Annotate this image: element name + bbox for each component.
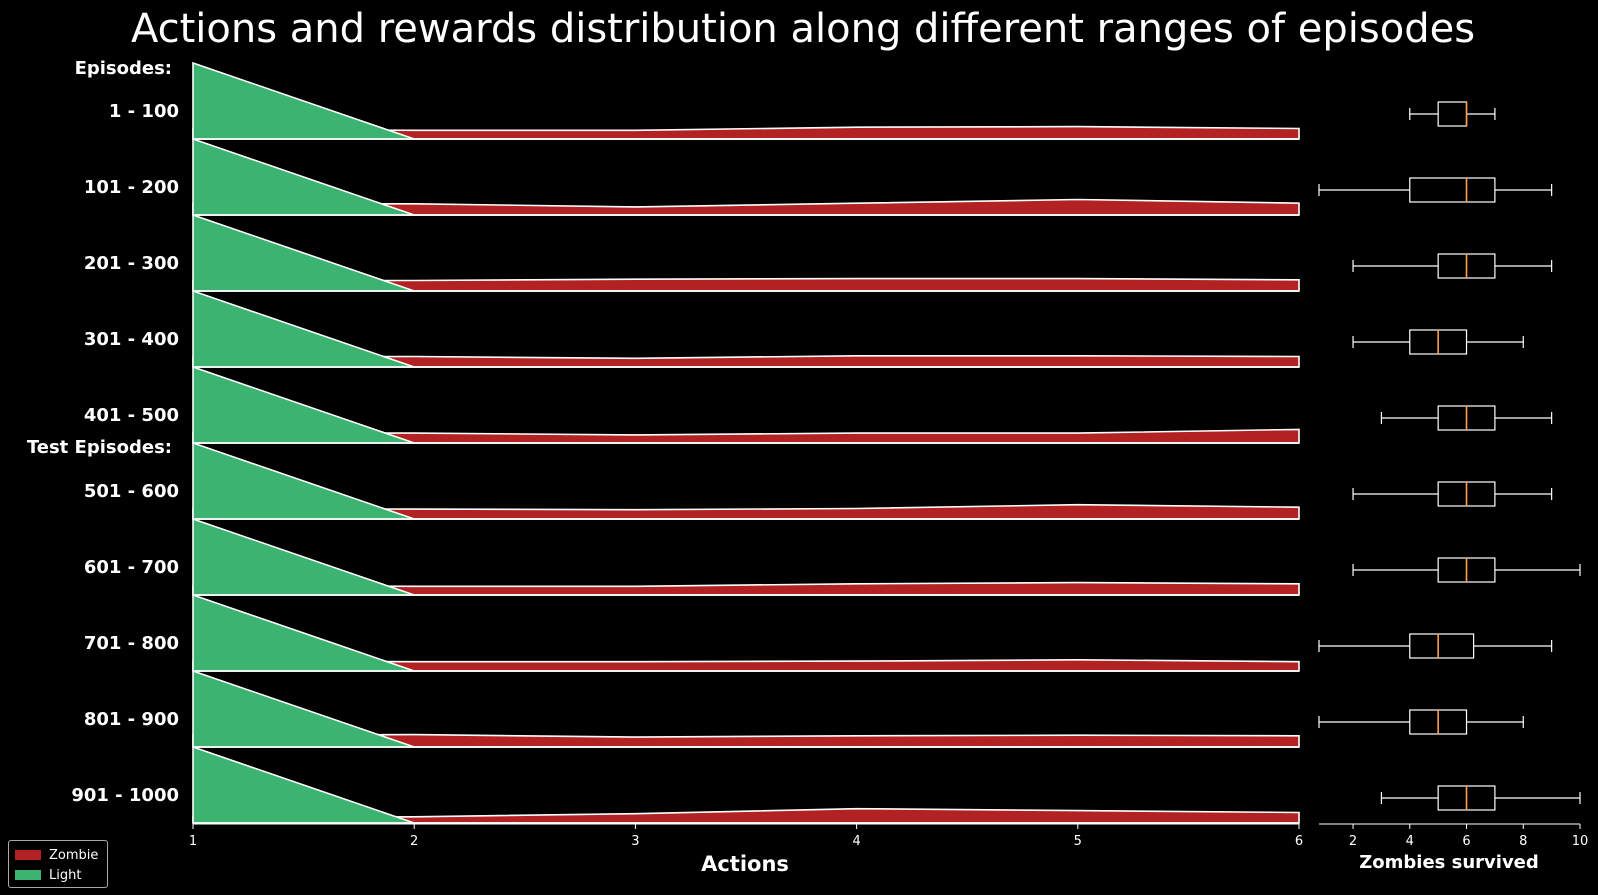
boxplot-tick-label: 10	[1572, 834, 1589, 849]
ridge-row: 401 - 500	[84, 365, 1300, 444]
box-iqr	[1437, 101, 1468, 127]
row-label: 601 - 700	[84, 557, 179, 578]
row-label: 401 - 500	[84, 405, 179, 426]
row-label: 701 - 800	[84, 633, 179, 654]
ridge-rows: 1 - 100 101 - 200 201 - 300 301 - 400 401 - …	[71, 61, 1300, 824]
boxplot-item	[1380, 785, 1581, 811]
ridge-row: 101 - 200	[84, 137, 1300, 216]
section-label-test-episodes: Test Episodes:	[27, 437, 172, 458]
boxplot-tick-label: 2	[1349, 834, 1357, 849]
ridge-row: 601 - 700	[84, 517, 1300, 596]
x-tick-label: 6	[1295, 834, 1303, 849]
row-label: 901 - 1000	[71, 785, 179, 806]
ridge-row: 901 - 1000	[71, 745, 1300, 824]
legend-item-zombie: Zombie	[15, 845, 101, 865]
x-tick-label: 1	[189, 834, 197, 849]
boxplot-item	[1318, 633, 1553, 659]
ridge-row: 301 - 400	[84, 289, 1300, 368]
row-label: 501 - 600	[84, 481, 179, 502]
x-tick-label: 5	[1074, 834, 1082, 849]
boxplot-panel	[1318, 101, 1581, 811]
actions-x-axis: 1 2 3 4 5 6	[189, 823, 1303, 849]
legend-swatch-zombie	[15, 850, 41, 860]
boxplot-item	[1352, 253, 1553, 279]
boxplot-item	[1352, 481, 1553, 507]
ridge-row: 201 - 300	[84, 213, 1300, 292]
ridge-row: 1 - 100	[109, 61, 1300, 140]
legend: Zombie Light	[8, 840, 108, 888]
boxplot-tick-label: 6	[1462, 834, 1470, 849]
boxplot-x-axis: 2 4 6 8 10	[1319, 823, 1589, 849]
chart-title: Actions and rewards distribution along d…	[131, 6, 1475, 52]
legend-item-light: Light	[15, 865, 101, 885]
boxplot-item	[1409, 101, 1496, 127]
x-tick-label: 2	[410, 834, 418, 849]
box-iqr	[1409, 633, 1475, 659]
legend-swatch-light	[15, 870, 41, 880]
row-label: 101 - 200	[84, 177, 179, 198]
section-label-episodes: Episodes:	[75, 58, 172, 79]
boxplot-item	[1318, 709, 1524, 735]
legend-label-light: Light	[49, 867, 82, 883]
boxplot-x-axis-label: Zombies survived	[1359, 852, 1539, 873]
x-axis-label: Actions	[701, 852, 789, 876]
boxplot-item	[1318, 177, 1553, 203]
row-label: 1 - 100	[109, 101, 179, 122]
row-label: 301 - 400	[84, 329, 179, 350]
boxplot-item	[1352, 329, 1524, 355]
boxplot-item	[1352, 557, 1581, 583]
boxplot-tick-label: 4	[1406, 834, 1414, 849]
x-tick-label: 3	[631, 834, 639, 849]
x-tick-label: 4	[852, 834, 860, 849]
row-label: 201 - 300	[84, 253, 179, 274]
box-iqr	[1409, 177, 1496, 203]
ridge-row: 701 - 800	[84, 593, 1300, 672]
boxplot-tick-label: 8	[1519, 834, 1527, 849]
ridge-row: 501 - 600	[84, 441, 1300, 520]
row-label: 801 - 900	[84, 709, 179, 730]
boxplot-item	[1380, 405, 1553, 431]
legend-label-zombie: Zombie	[49, 847, 99, 863]
ridge-row: 801 - 900	[84, 669, 1300, 748]
